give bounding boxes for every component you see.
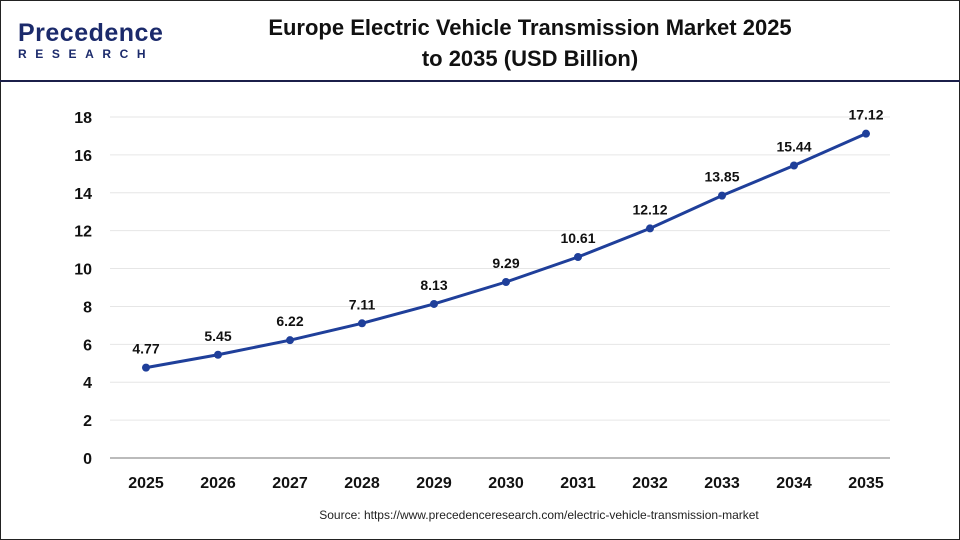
x-tick-label: 2035 [848, 475, 884, 492]
data-label: 8.13 [420, 277, 447, 293]
series-line [145, 132, 867, 370]
y-tick-label: 8 [83, 299, 92, 316]
y-tick-label: 12 [74, 224, 92, 241]
data-label: 12.12 [632, 201, 667, 217]
y-tick-label: 2 [83, 413, 92, 430]
x-tick-label: 2032 [632, 475, 668, 492]
x-tick-label: 2034 [776, 475, 812, 492]
data-point [142, 363, 150, 372]
data-label: 6.22 [276, 313, 303, 329]
y-tick-label: 10 [74, 262, 92, 279]
y-tick-label: 6 [83, 337, 92, 354]
chart-title: Europe Electric Vehicle Transmission Mar… [200, 12, 860, 74]
x-tick-label: 2031 [560, 475, 596, 492]
data-point [358, 319, 366, 328]
data-label: 15.44 [776, 138, 811, 154]
y-tick-label: 18 [74, 110, 92, 127]
data-point [430, 299, 438, 308]
data-label: 7.11 [349, 296, 376, 312]
data-point [574, 252, 582, 261]
y-tick-label: 16 [74, 148, 92, 165]
logo-wordmark: Precedence [18, 19, 164, 47]
logo: Precedence RESEARCH [18, 20, 163, 61]
data-point [862, 129, 870, 138]
x-tick-label: 2030 [488, 475, 524, 492]
data-label: 17.12 [848, 107, 883, 123]
x-tick-label: 2025 [128, 475, 164, 492]
data-label: 9.29 [492, 255, 519, 271]
source-note: Source: https://www.precedenceresearch.c… [319, 508, 759, 522]
data-point [718, 191, 726, 200]
data-point [646, 224, 654, 233]
data-point [214, 350, 222, 359]
title-line-1: Europe Electric Vehicle Transmission Mar… [268, 15, 792, 40]
y-tick-label: 14 [74, 186, 92, 203]
data-label: 13.85 [704, 169, 739, 185]
x-tick-label: 2026 [200, 475, 236, 492]
logo-subtitle: RESEARCH [18, 47, 155, 61]
data-point [502, 278, 510, 287]
title-line-2: to 2035 (USD Billion) [421, 46, 639, 71]
y-tick-label: 0 [83, 451, 92, 468]
x-tick-label: 2028 [344, 475, 380, 492]
data-point [790, 161, 798, 170]
data-label: 10.61 [560, 230, 595, 246]
header: Precedence RESEARCH Europe Electric Vehi… [0, 0, 960, 82]
y-tick-label: 4 [83, 375, 92, 392]
x-tick-label: 2033 [704, 475, 740, 492]
x-tick-label: 2027 [272, 475, 308, 492]
data-label: 4.77 [132, 341, 159, 357]
data-label: 5.45 [204, 328, 231, 344]
data-point [286, 336, 294, 345]
x-tick-label: 2029 [416, 475, 452, 492]
